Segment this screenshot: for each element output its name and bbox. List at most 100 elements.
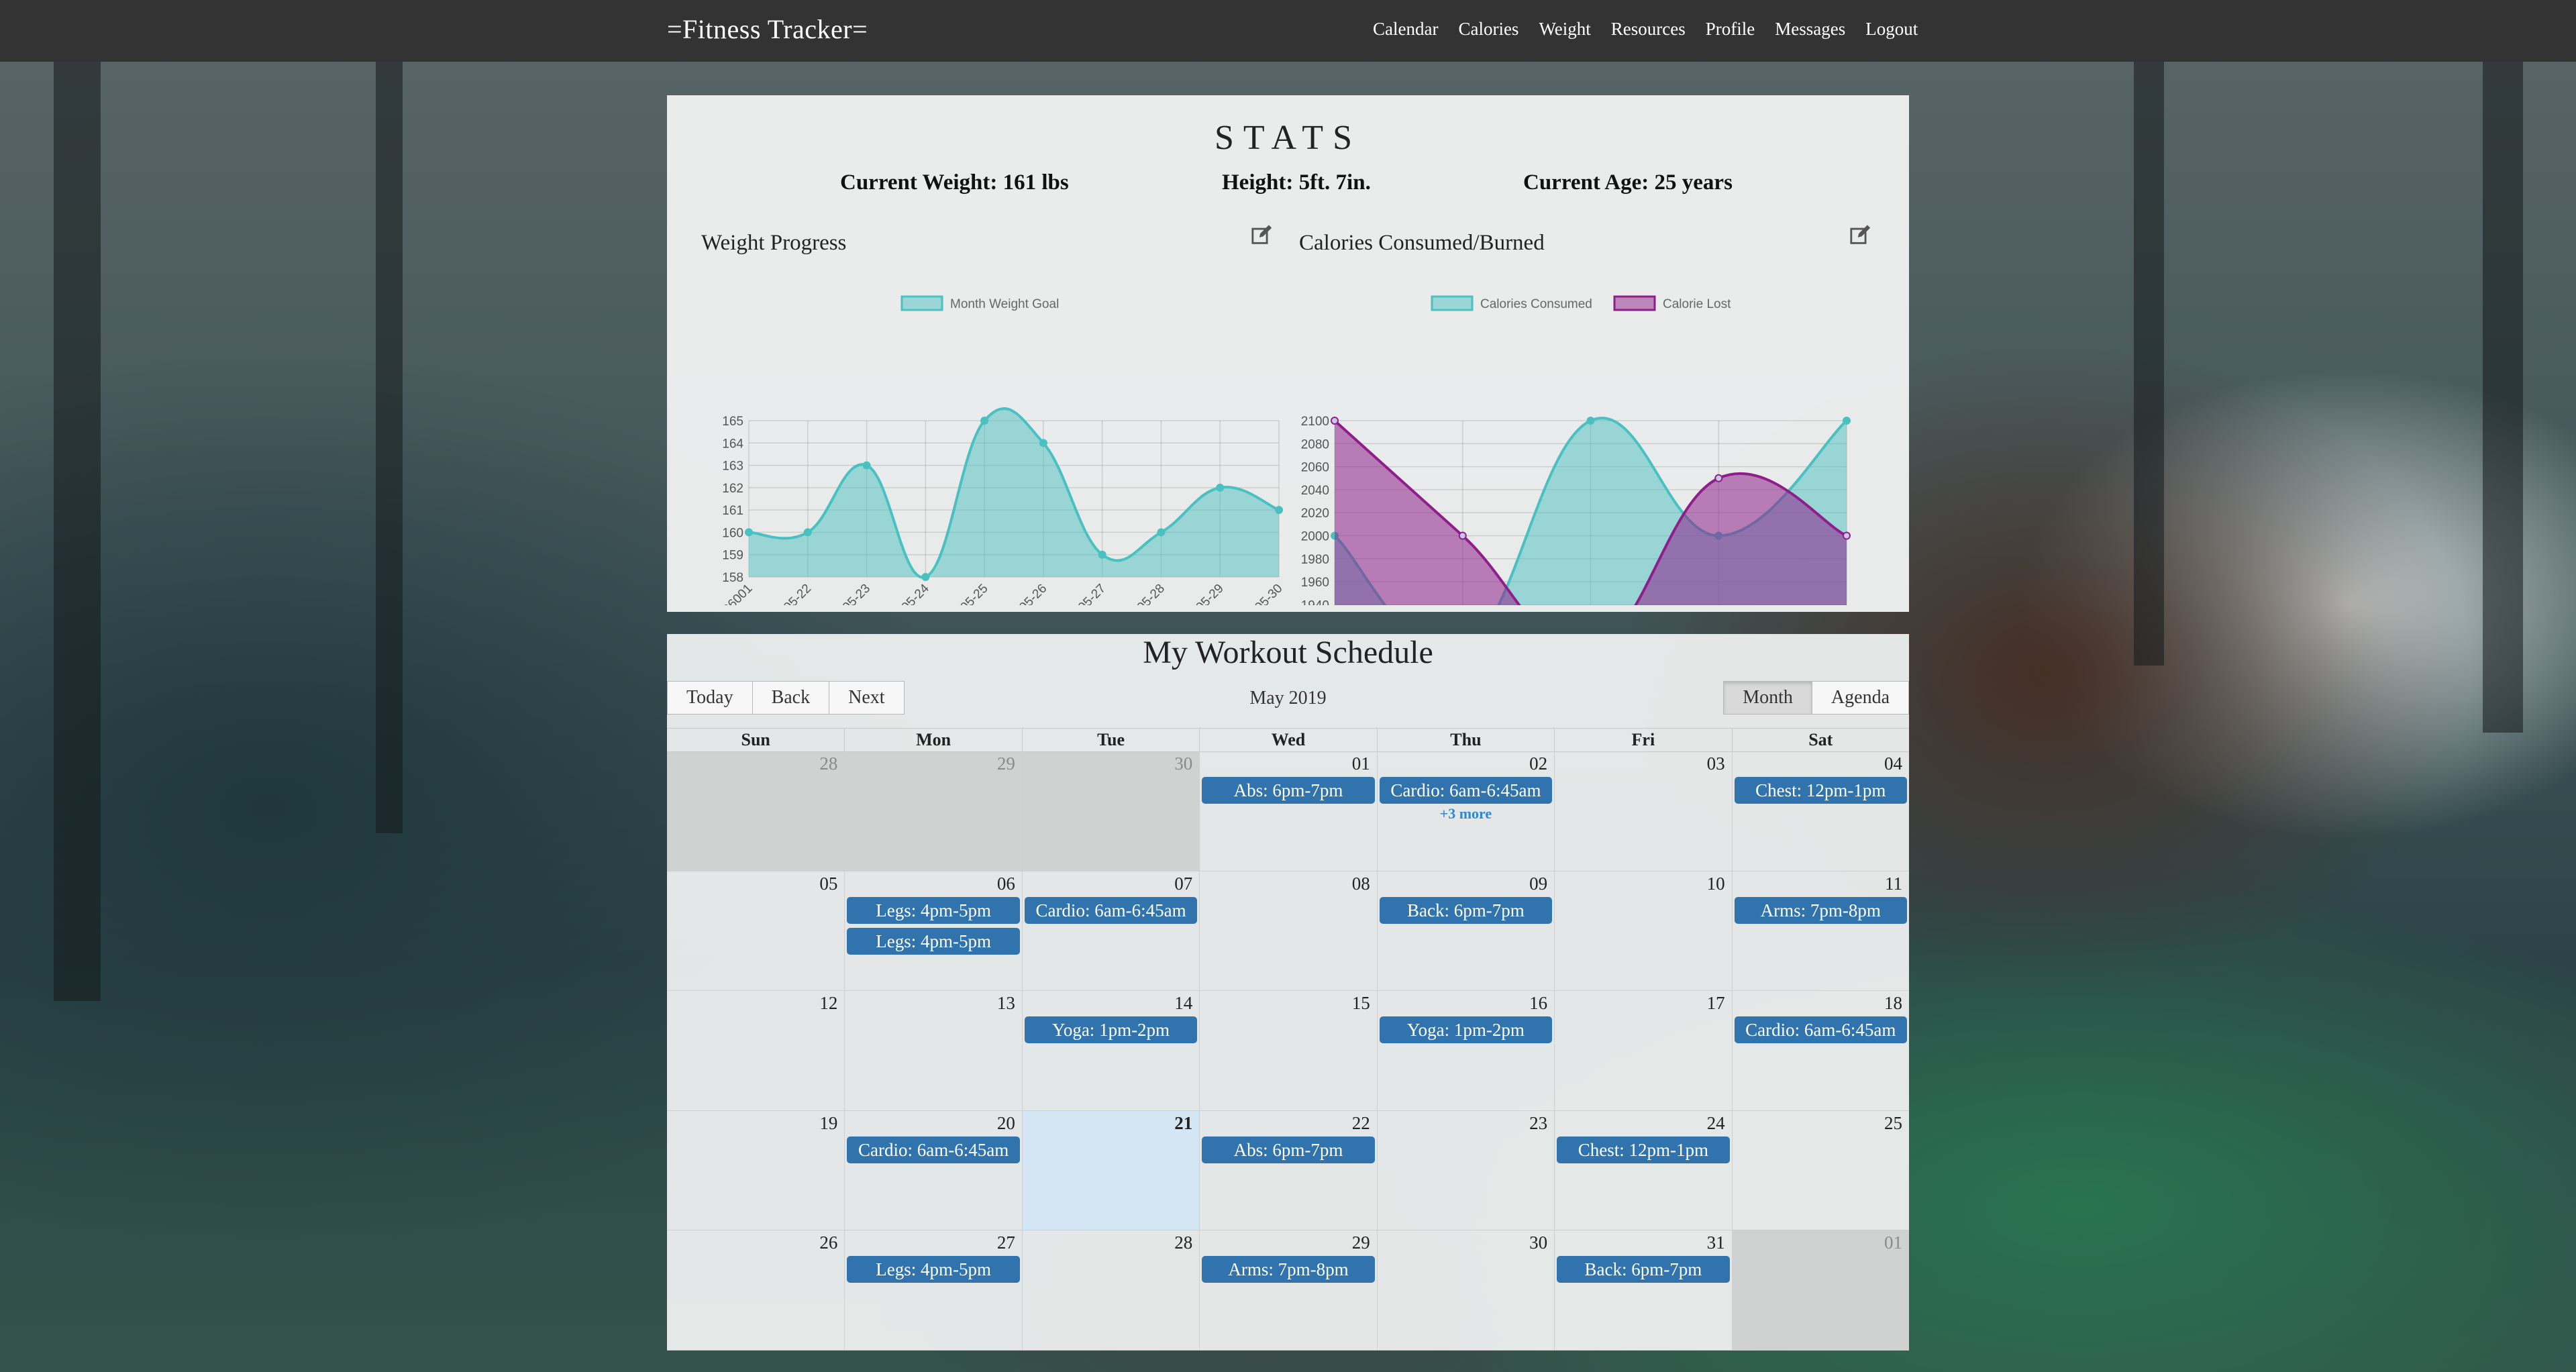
day-number[interactable]: 19 — [819, 1112, 838, 1133]
workout-event[interactable]: Cardio: 6am-6:45am — [1024, 896, 1198, 924]
day-number[interactable]: 30 — [1174, 753, 1193, 774]
day-number[interactable]: 07 — [1174, 873, 1193, 894]
day-number[interactable]: 08 — [1351, 873, 1370, 894]
back-button[interactable]: Back — [752, 681, 830, 715]
day-number[interactable]: 21 — [1174, 1112, 1193, 1133]
next-button[interactable]: Next — [829, 681, 905, 715]
day-cell[interactable]: 20 Cardio: 6am-6:45am — [844, 1110, 1022, 1231]
day-number[interactable]: 17 — [1706, 993, 1725, 1014]
day-cell[interactable]: 01 — [1731, 1230, 1909, 1351]
day-number[interactable]: 06 — [996, 873, 1015, 894]
workout-event[interactable]: Yoga: 1pm-2pm — [1024, 1016, 1198, 1044]
workout-event[interactable]: Cardio: 6am-6:45am — [1734, 1016, 1907, 1044]
day-cell[interactable]: 22 Abs: 6pm-7pm — [1199, 1110, 1377, 1231]
day-cell[interactable]: 29 Arms: 7pm-8pm — [1199, 1230, 1377, 1351]
workout-event[interactable]: Legs: 4pm-5pm — [847, 1256, 1020, 1283]
day-cell[interactable]: 01 Abs: 6pm-7pm — [1199, 751, 1377, 872]
day-number[interactable]: 15 — [1351, 993, 1370, 1014]
nav-messages[interactable]: Messages — [1775, 19, 1846, 39]
edit-weight-icon[interactable] — [1251, 224, 1274, 247]
day-number[interactable]: 01 — [1884, 1232, 1902, 1253]
day-number[interactable]: 12 — [819, 993, 838, 1014]
day-cell[interactable]: 11 Arms: 7pm-8pm — [1731, 871, 1909, 992]
day-cell[interactable]: 06 Legs: 4pm-5pm Legs: 4pm-5pm — [844, 871, 1022, 992]
day-cell[interactable]: 08 — [1199, 871, 1377, 992]
workout-event[interactable]: Chest: 12pm-1pm — [1557, 1136, 1730, 1163]
day-cell[interactable]: 31 Back: 6pm-7pm — [1554, 1230, 1732, 1351]
workout-event[interactable]: Arms: 7pm-8pm — [1734, 896, 1907, 924]
day-cell[interactable]: 29 — [844, 751, 1022, 872]
day-number[interactable]: 27 — [996, 1232, 1015, 1253]
day-number[interactable]: 11 — [1884, 873, 1902, 894]
day-number[interactable]: 10 — [1706, 873, 1725, 894]
workout-event[interactable]: Chest: 12pm-1pm — [1734, 777, 1907, 804]
day-number[interactable]: 22 — [1351, 1112, 1370, 1133]
workout-event[interactable]: Abs: 6pm-7pm — [1202, 777, 1375, 804]
day-cell[interactable]: 07 Cardio: 6am-6:45am — [1021, 871, 1200, 992]
day-number[interactable]: 14 — [1174, 993, 1193, 1014]
day-number[interactable]: 26 — [819, 1232, 838, 1253]
day-cell[interactable]: 14 Yoga: 1pm-2pm — [1021, 991, 1200, 1111]
day-cell[interactable]: 03 — [1554, 751, 1732, 872]
day-number[interactable]: 29 — [996, 753, 1015, 774]
day-cell[interactable]: 19 — [667, 1111, 845, 1231]
workout-event[interactable]: Cardio: 6am-6:45am — [847, 1136, 1020, 1163]
day-cell[interactable]: 10 — [1554, 871, 1732, 992]
nav-calendar[interactable]: Calendar — [1373, 19, 1439, 39]
nav-profile[interactable]: Profile — [1705, 19, 1755, 39]
day-cell[interactable]: 24 Chest: 12pm-1pm — [1554, 1110, 1732, 1231]
workout-event[interactable]: Cardio: 6am-6:45am — [1379, 777, 1553, 804]
nav-calories[interactable]: Calories — [1458, 19, 1519, 39]
day-cell[interactable]: 16 Yoga: 1pm-2pm — [1376, 991, 1555, 1111]
day-cell[interactable]: 30 — [1021, 751, 1200, 872]
day-number[interactable]: 09 — [1529, 873, 1548, 894]
workout-event[interactable]: Back: 6pm-7pm — [1379, 896, 1553, 924]
day-cell[interactable]: 17 — [1554, 991, 1732, 1111]
day-cell[interactable]: 28 — [1021, 1230, 1200, 1351]
day-cell[interactable]: 26 — [667, 1230, 845, 1351]
nav-weight[interactable]: Weight — [1539, 19, 1591, 39]
day-number[interactable]: 01 — [1351, 753, 1370, 774]
day-cell[interactable]: 30 — [1376, 1230, 1555, 1351]
show-more-link[interactable]: +3 more — [1439, 805, 1492, 822]
workout-event[interactable]: Yoga: 1pm-2pm — [1379, 1016, 1553, 1044]
agenda-view-button[interactable]: Agenda — [1812, 681, 1909, 715]
day-number[interactable]: 05 — [819, 873, 838, 894]
day-cell[interactable]: 28 — [667, 751, 845, 872]
day-cell[interactable]: 02 Cardio: 6am-6:45am +3 more — [1376, 751, 1555, 872]
brand-logo[interactable]: =Fitness Tracker= — [667, 14, 868, 44]
edit-calories-icon[interactable] — [1849, 224, 1872, 247]
day-number[interactable]: 30 — [1529, 1232, 1548, 1253]
day-cell[interactable]: 09 Back: 6pm-7pm — [1376, 871, 1555, 992]
day-number[interactable]: 28 — [819, 753, 838, 774]
day-number[interactable]: 18 — [1884, 993, 1902, 1014]
day-number[interactable]: 02 — [1529, 753, 1548, 774]
day-number[interactable]: 24 — [1706, 1112, 1725, 1133]
workout-event[interactable]: Legs: 4pm-5pm — [847, 896, 1020, 924]
workout-event[interactable]: Arms: 7pm-8pm — [1202, 1256, 1375, 1283]
day-number[interactable]: 03 — [1706, 753, 1725, 774]
day-number[interactable]: 16 — [1529, 993, 1548, 1014]
day-number[interactable]: 20 — [996, 1112, 1015, 1133]
day-number[interactable]: 13 — [996, 993, 1015, 1014]
day-cell[interactable]: 23 — [1376, 1110, 1555, 1231]
day-cell[interactable]: 13 — [844, 991, 1022, 1111]
day-number[interactable]: 31 — [1706, 1232, 1725, 1253]
day-number[interactable]: 04 — [1884, 753, 1902, 774]
day-cell[interactable]: 21 — [1021, 1110, 1200, 1231]
day-cell[interactable]: 18 Cardio: 6am-6:45am — [1731, 991, 1909, 1111]
day-cell[interactable]: 04 Chest: 12pm-1pm — [1731, 751, 1909, 872]
day-number[interactable]: 25 — [1884, 1112, 1902, 1133]
day-number[interactable]: 23 — [1529, 1112, 1548, 1133]
today-button[interactable]: Today — [667, 681, 753, 715]
day-number[interactable]: 28 — [1174, 1232, 1193, 1253]
month-view-button[interactable]: Month — [1723, 681, 1812, 715]
day-number[interactable]: 29 — [1351, 1232, 1370, 1253]
day-cell[interactable]: 27 Legs: 4pm-5pm — [844, 1230, 1022, 1351]
workout-event[interactable]: Legs: 4pm-5pm — [847, 927, 1020, 955]
workout-event[interactable]: Abs: 6pm-7pm — [1202, 1136, 1375, 1163]
day-cell[interactable]: 05 — [667, 872, 845, 992]
nav-logout[interactable]: Logout — [1865, 19, 1918, 39]
nav-resources[interactable]: Resources — [1610, 19, 1686, 39]
day-cell[interactable]: 25 — [1731, 1110, 1909, 1231]
